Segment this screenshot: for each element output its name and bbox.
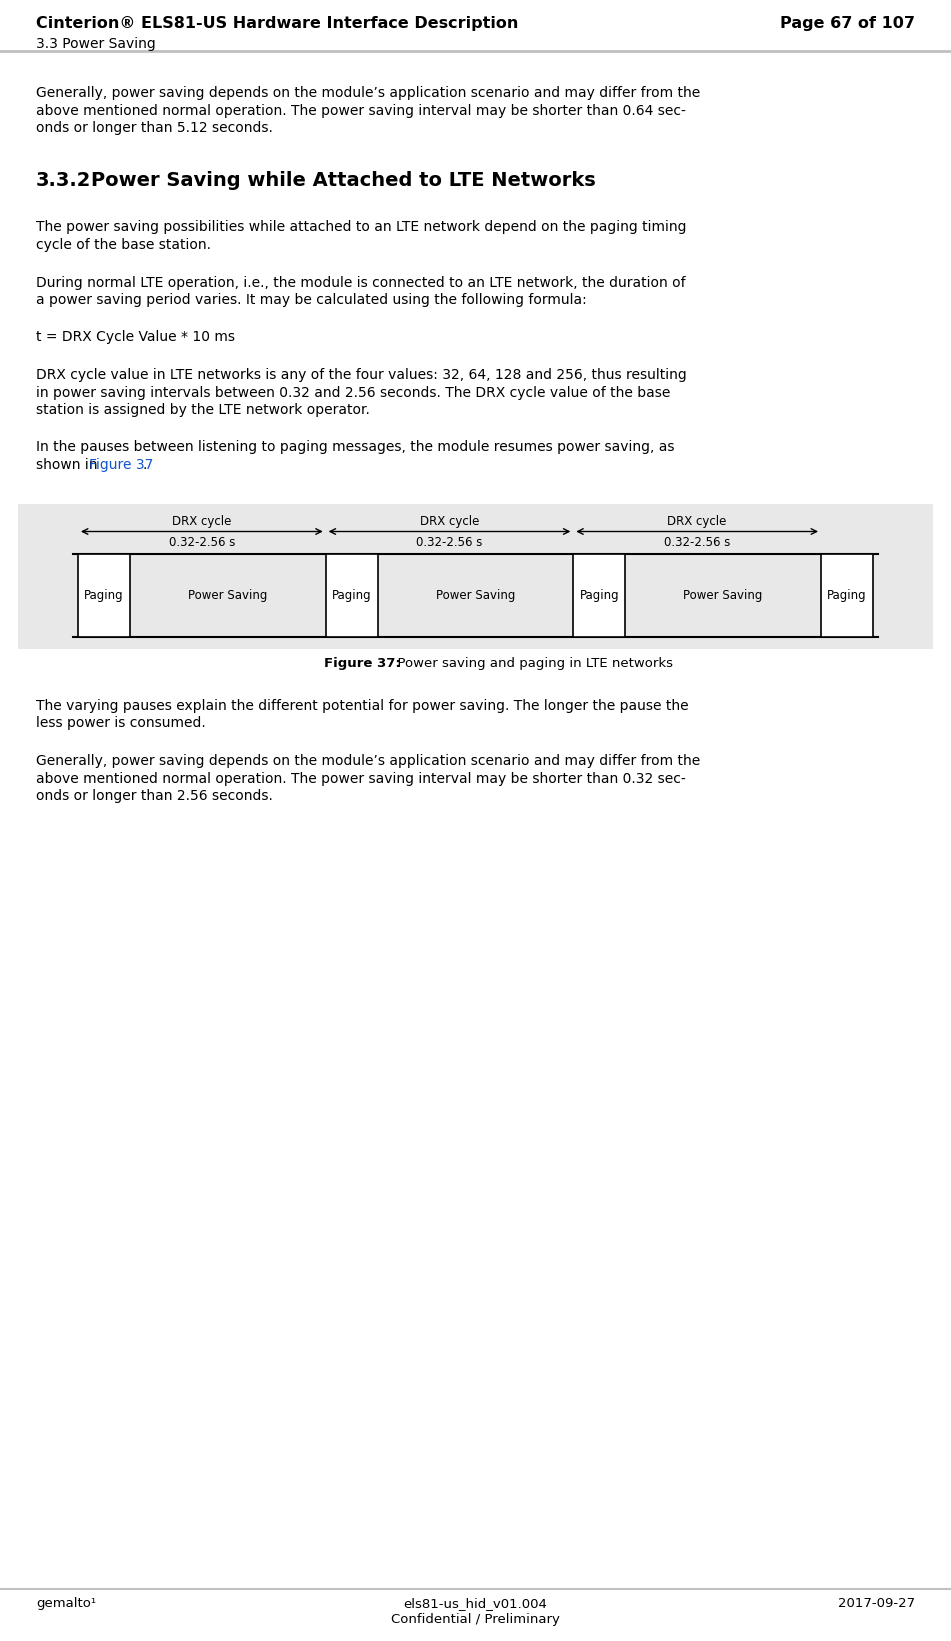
Text: Generally, power saving depends on the module’s application scenario and may dif: Generally, power saving depends on the m… (36, 753, 700, 768)
Text: Paging: Paging (579, 589, 619, 602)
Text: onds or longer than 2.56 seconds.: onds or longer than 2.56 seconds. (36, 789, 273, 802)
Text: 0.32-2.56 s: 0.32-2.56 s (664, 535, 730, 548)
Text: 0.32-2.56 s: 0.32-2.56 s (168, 535, 235, 548)
Text: In the pauses between listening to paging messages, the module resumes power sav: In the pauses between listening to pagin… (36, 440, 674, 455)
Text: DRX cycle: DRX cycle (419, 515, 479, 528)
Text: 3.3 Power Saving: 3.3 Power Saving (36, 38, 156, 51)
Bar (821, 553, 873, 637)
Bar (573, 553, 626, 637)
Text: 2017-09-27: 2017-09-27 (838, 1597, 915, 1610)
Text: Paging: Paging (827, 589, 866, 602)
Text: onds or longer than 5.12 seconds.: onds or longer than 5.12 seconds. (36, 121, 273, 135)
Text: 3.3.2: 3.3.2 (36, 171, 91, 189)
Text: Power Saving: Power Saving (436, 589, 515, 602)
Text: above mentioned normal operation. The power saving interval may be shorter than : above mentioned normal operation. The po… (36, 771, 686, 786)
Text: less power is consumed.: less power is consumed. (36, 717, 205, 730)
Text: a power saving period varies. It may be calculated using the following formula:: a power saving period varies. It may be … (36, 294, 587, 307)
Text: Paging: Paging (85, 589, 124, 602)
Bar (18, 504, 933, 648)
Text: DRX cycle value in LTE networks is any of the four values: 32, 64, 128 and 256, : DRX cycle value in LTE networks is any o… (36, 368, 687, 382)
Text: Page 67 of 107: Page 67 of 107 (780, 16, 915, 31)
Text: t = DRX Cycle Value * 10 ms: t = DRX Cycle Value * 10 ms (36, 330, 235, 345)
Bar (78, 553, 130, 637)
Text: Confidential / Preliminary: Confidential / Preliminary (391, 1613, 560, 1626)
Text: els81-us_hid_v01.004: els81-us_hid_v01.004 (403, 1597, 548, 1610)
Text: gemalto¹: gemalto¹ (36, 1597, 96, 1610)
Text: Figure 37: Figure 37 (89, 458, 153, 473)
Text: Cinterion® ELS81-US Hardware Interface Description: Cinterion® ELS81-US Hardware Interface D… (36, 16, 518, 31)
Text: Power saving and paging in LTE networks: Power saving and paging in LTE networks (389, 656, 673, 670)
Text: During normal LTE operation, i.e., the module is connected to an LTE network, th: During normal LTE operation, i.e., the m… (36, 276, 686, 289)
Text: Figure 37:: Figure 37: (324, 656, 401, 670)
Text: above mentioned normal operation. The power saving interval may be shorter than : above mentioned normal operation. The po… (36, 103, 686, 118)
Text: Paging: Paging (332, 589, 372, 602)
Text: Generally, power saving depends on the module’s application scenario and may dif: Generally, power saving depends on the m… (36, 85, 700, 100)
Text: cycle of the base station.: cycle of the base station. (36, 238, 211, 253)
Text: Power Saving: Power Saving (188, 589, 267, 602)
Text: DRX cycle: DRX cycle (668, 515, 727, 528)
Bar (325, 553, 378, 637)
Text: The power saving possibilities while attached to an LTE network depend on the pa: The power saving possibilities while att… (36, 220, 687, 235)
Text: Power Saving: Power Saving (684, 589, 763, 602)
Text: station is assigned by the LTE network operator.: station is assigned by the LTE network o… (36, 404, 370, 417)
Text: 0.32-2.56 s: 0.32-2.56 s (417, 535, 483, 548)
Text: .: . (143, 458, 146, 473)
Text: DRX cycle: DRX cycle (172, 515, 231, 528)
Text: in power saving intervals between 0.32 and 2.56 seconds. The DRX cycle value of : in power saving intervals between 0.32 a… (36, 386, 670, 399)
Text: Power Saving while Attached to LTE Networks: Power Saving while Attached to LTE Netwo… (91, 171, 595, 189)
Text: shown in: shown in (36, 458, 102, 473)
Text: The varying pauses explain the different potential for power saving. The longer : The varying pauses explain the different… (36, 699, 689, 712)
